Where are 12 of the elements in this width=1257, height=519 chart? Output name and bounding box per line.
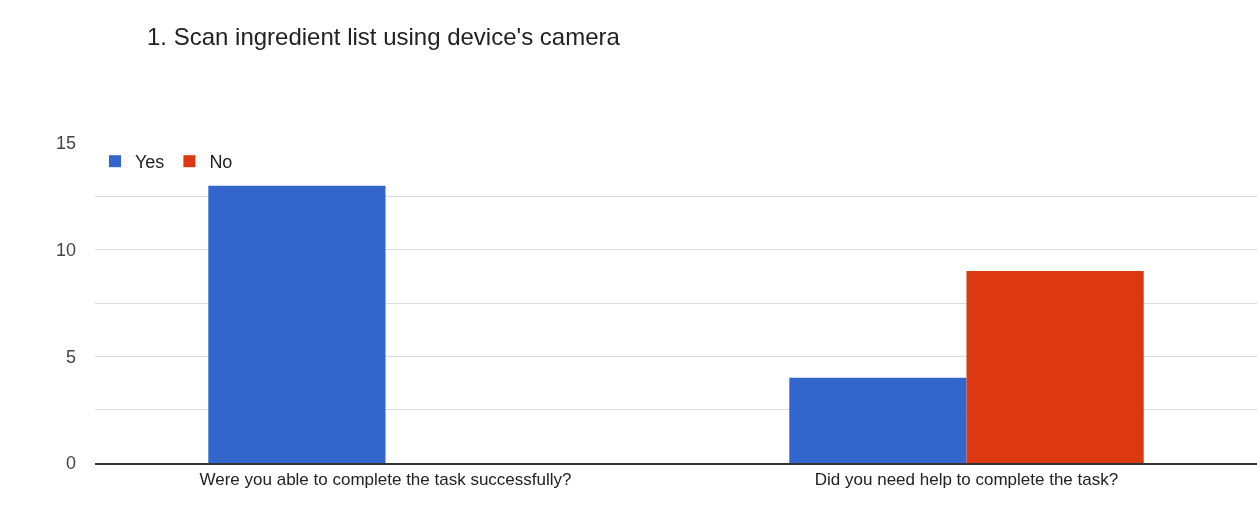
bar xyxy=(208,185,386,463)
y-tick-label: 0 xyxy=(65,453,76,474)
legend-label: No xyxy=(209,152,233,173)
y-tick-label: 10 xyxy=(55,239,76,260)
x-tick-label: Were you able to complete the task successfully? xyxy=(199,470,572,490)
bar xyxy=(966,271,1144,463)
y-tick-label: 15 xyxy=(55,133,76,154)
bar xyxy=(789,377,967,463)
chart-title: 1. Scan ingredient list using device's camera xyxy=(147,22,621,50)
legend-label: Yes xyxy=(135,152,165,173)
y-tick-label: 5 xyxy=(65,346,76,367)
x-tick-label: Did you need help to complete the task? xyxy=(814,470,1119,490)
